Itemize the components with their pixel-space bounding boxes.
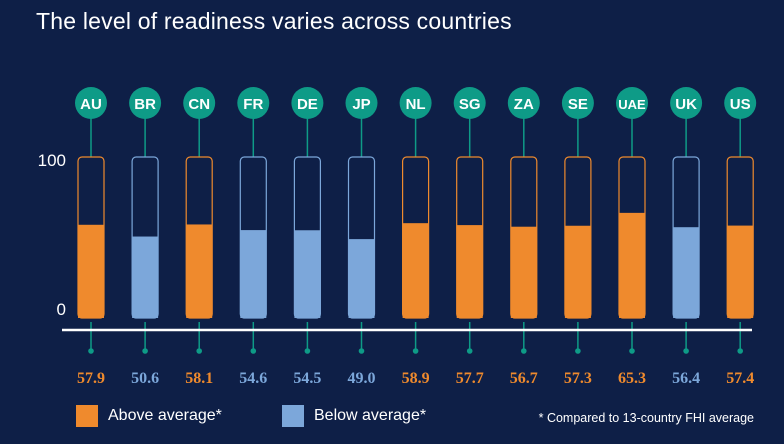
badge-jp: [345, 87, 378, 119]
bar-au: [78, 224, 104, 318]
badge-label-za: ZA: [514, 96, 534, 113]
badge-label-au: AU: [80, 96, 102, 113]
bar-za: [510, 226, 537, 318]
value-label-uae: 65.3: [618, 370, 646, 387]
drop-dot-cn: [196, 348, 202, 354]
legend-below: Below average*: [282, 404, 426, 428]
badge-label-br: BR: [134, 96, 156, 113]
badge-label-cn: CN: [188, 96, 210, 113]
value-label-de: 54.5: [293, 370, 321, 387]
value-label-uk: 56.4: [672, 370, 700, 387]
badge-uae: [616, 87, 648, 119]
legend-label-below: Below average*: [314, 407, 427, 424]
badge-label-jp: JP: [352, 96, 370, 113]
value-label-sg: 57.7: [456, 370, 484, 387]
badge-label-nl: NL: [406, 96, 426, 113]
value-label-fr: 54.6: [239, 370, 267, 387]
drop-dot-se: [575, 348, 581, 354]
bar-uk: [673, 227, 700, 318]
legend-above: Above average*: [76, 404, 222, 428]
legend-swatch-below: [282, 405, 304, 427]
footnote: * Compared to 13-country FHI average: [538, 411, 754, 425]
value-label-se: 57.3: [564, 370, 592, 387]
legend-swatch-above: [76, 405, 98, 427]
drop-dot-uae: [629, 348, 635, 354]
badge-se: [561, 87, 594, 119]
badge-cn: [183, 87, 216, 119]
badge-uk: [670, 87, 703, 119]
drop-dot-us: [737, 348, 743, 354]
value-label-br: 50.6: [131, 370, 159, 387]
badge-de: [291, 87, 324, 119]
y-tick-label-100: 100: [38, 151, 66, 170]
badge-label-uk: UK: [675, 96, 697, 113]
bar-us: [727, 225, 754, 318]
badge-label-sg: SG: [459, 96, 481, 113]
drop-dot-jp: [358, 348, 365, 354]
badge-label-uae: UAE: [618, 97, 646, 112]
drop-dot-za: [521, 348, 527, 354]
bar-uae: [619, 212, 645, 318]
chart-title: The level of readiness varies across cou…: [36, 8, 512, 34]
badge-us: [724, 87, 757, 119]
value-label-au: 57.9: [77, 370, 105, 387]
bar-br: [132, 236, 159, 318]
badge-label-fr: FR: [243, 96, 263, 113]
badge-za: [507, 87, 540, 119]
value-label-nl: 58.9: [402, 370, 430, 387]
drop-dot-sg: [466, 348, 473, 354]
badge-au: [75, 87, 107, 119]
value-label-cn: 58.1: [185, 370, 213, 387]
value-label-us: 57.4: [726, 370, 754, 387]
bar-fr: [240, 230, 267, 318]
drop-dot-br: [142, 348, 148, 354]
bar-cn: [186, 224, 213, 318]
drop-dot-au: [88, 348, 94, 354]
badge-fr: [237, 87, 270, 119]
drop-dot-fr: [250, 348, 257, 354]
bar-sg: [456, 225, 483, 318]
badge-nl: [399, 87, 432, 119]
badge-label-us: US: [730, 96, 751, 113]
y-tick-label-0: 0: [57, 300, 66, 319]
bar-nl: [402, 223, 429, 318]
drop-dot-nl: [412, 348, 419, 354]
value-label-jp: 49.0: [348, 370, 376, 387]
badge-sg: [453, 87, 486, 119]
badge-label-de: DE: [297, 96, 318, 113]
bar-de: [294, 230, 321, 318]
drop-dot-de: [304, 348, 311, 354]
badge-label-se: SE: [568, 96, 588, 113]
value-label-za: 56.7: [510, 370, 538, 387]
bar-se: [564, 225, 591, 318]
badge-br: [129, 87, 162, 119]
legend-label-above: Above average*: [108, 407, 222, 424]
bar-jp: [348, 239, 375, 318]
readiness-bar-chart: 0 100 AU 57.9 BR 50.6 CN 58.1 FR 54.6 DE 54.5 JP 49.0…: [38, 87, 757, 387]
drop-dot-uk: [683, 348, 689, 354]
